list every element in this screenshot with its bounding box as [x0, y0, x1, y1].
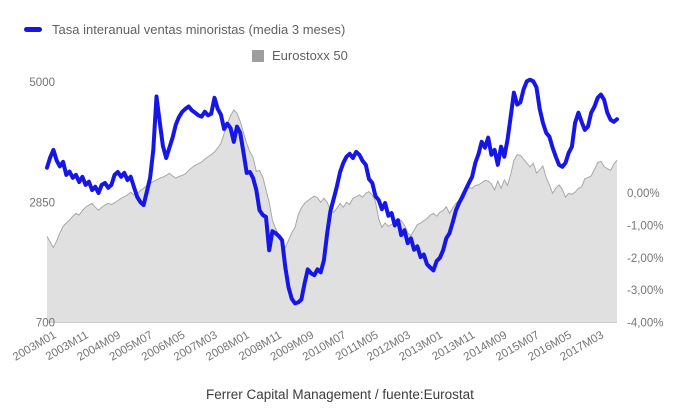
right-axis-tick-label: -3,00%	[627, 285, 663, 297]
left-axis-tick-label: 700	[36, 318, 55, 330]
right-axis-tick-label: 0,00%	[627, 188, 660, 200]
area-series-marker-icon	[252, 49, 264, 62]
line-series-marker-icon	[24, 27, 42, 32]
left-axis-tick-label: 5000	[29, 77, 55, 89]
legend-item-eurostoxx: Eurostoxx 50	[252, 48, 348, 63]
right-axis-tick-label: -1,00%	[627, 220, 663, 232]
right-axis-tick-label: -2,00%	[627, 253, 663, 265]
legend-item-retail-sales: Tasa interanual ventas minoristas (media…	[24, 22, 345, 37]
legend-label-eurostoxx: Eurostoxx 50	[272, 48, 348, 63]
retail-sales-line	[45, 77, 619, 306]
chart-caption: Ferrer Capital Management / fuente:Euros…	[206, 387, 474, 402]
right-axis-tick-label: -4,00%	[627, 318, 663, 330]
legend-label-retail-sales: Tasa interanual ventas minoristas (media…	[52, 22, 346, 37]
eurostoxx-area	[47, 110, 617, 323]
left-axis-tick-label: 2850	[29, 197, 55, 209]
